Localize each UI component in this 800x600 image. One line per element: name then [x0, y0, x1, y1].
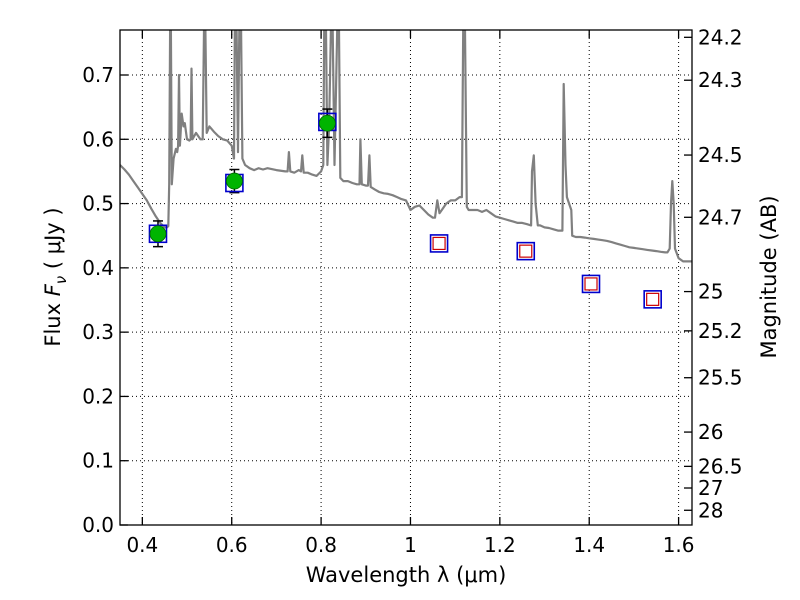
y-tick-label: 0.1: [82, 449, 114, 473]
y-axis-title: Flux Fν ( μJy ): [41, 207, 70, 346]
model-photometry-square: [581, 274, 601, 294]
x-tick-label: 0.4: [126, 533, 158, 557]
grid: [120, 30, 692, 525]
x-axis-title: Wavelength λ (μm): [306, 563, 507, 587]
y-axis-ticks: 0.0 0.1 0.2 0.3 0.4 0.5 0.6 0.7: [82, 63, 128, 537]
x-tick-label: 0.8: [305, 533, 337, 557]
y2-tick-label: 24.2: [698, 25, 743, 49]
x-tick-label: 1.4: [573, 533, 605, 557]
upper-limit-square: [584, 277, 598, 291]
model-photometry-square: [429, 234, 449, 253]
y-tick-label: 0.3: [82, 320, 114, 344]
photometry-markers: [148, 108, 662, 309]
model-photometry-square: [643, 290, 662, 309]
y-tick-label: 0.5: [82, 192, 114, 216]
model-spectrum: [120, 30, 692, 263]
observed-point: [149, 225, 167, 243]
y2-tick-label: 25: [698, 280, 723, 304]
y-axis-title-unit: ( μJy ): [41, 207, 65, 275]
y2-tick-label: 28: [698, 498, 723, 522]
upper-limit-square: [519, 244, 533, 258]
y2-tick-label: 26.5: [698, 454, 743, 478]
y2-axis-title: Magnitude (AB): [757, 195, 781, 358]
observed-point: [318, 114, 336, 132]
x-tick-label: 1.6: [663, 533, 695, 557]
upper-limit-square: [432, 236, 446, 251]
plot-frame: [119, 29, 693, 526]
y-axis-title-subscript: ν: [52, 276, 70, 284]
x-tick-label: 0.6: [216, 533, 248, 557]
y-axis-title-symbol: F: [41, 283, 65, 296]
y2-tick-label: 25.5: [698, 366, 743, 390]
y2-tick-label: 26: [698, 420, 723, 444]
y2-tick-label: 24.7: [698, 205, 743, 229]
y-tick-label: 0.2: [82, 384, 114, 408]
y-axis-title-prefix: Flux: [41, 296, 65, 346]
y2-tick-label: 24.5: [698, 143, 743, 167]
x-axis-ticks: 0.4 0.6 0.8 1 1.2 1.4 1.6: [126, 30, 695, 557]
model-photometry-square: [148, 224, 168, 244]
model-photometry-square: [516, 241, 536, 261]
upper-limit-square: [646, 292, 660, 306]
model-spectrum-line: [120, 30, 692, 263]
x-tick-label: 1: [404, 533, 417, 557]
y2-tick-label: 24.3: [698, 68, 743, 92]
y-tick-label: 0.4: [82, 256, 114, 280]
y2-tick-label: 27: [698, 476, 723, 500]
y-tick-label: 0.7: [82, 63, 114, 87]
y2-tick-label: 25.2: [698, 319, 743, 343]
observed-point: [225, 172, 243, 190]
y-tick-label: 0.6: [82, 127, 114, 151]
y-tick-label: 0.0: [82, 513, 114, 537]
x-tick-label: 1.2: [484, 533, 516, 557]
